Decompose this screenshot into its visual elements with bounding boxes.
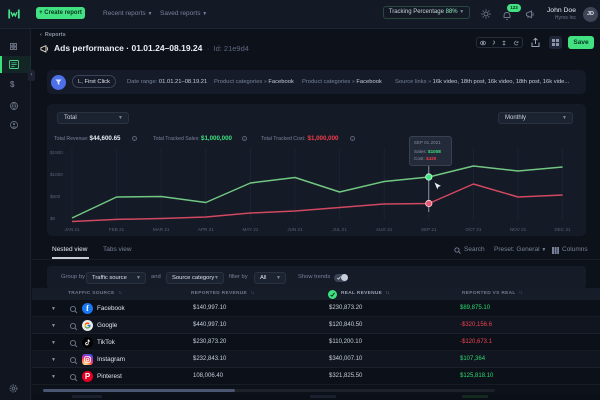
svg-text:MAY 21: MAY 21 — [242, 227, 258, 232]
svg-text:OCT 21: OCT 21 — [465, 227, 481, 232]
svg-text:JUL 21: JUL 21 — [332, 227, 347, 232]
svg-text:DEC 21: DEC 21 — [555, 227, 572, 232]
svg-text:JUN 21: JUN 21 — [287, 227, 303, 232]
svg-text:SEP 21: SEP 21 — [421, 227, 437, 232]
svg-text:AUG 21: AUG 21 — [376, 227, 393, 232]
svg-text:$0: $0 — [50, 216, 56, 221]
svg-text:$1000: $1000 — [50, 172, 63, 177]
svg-text:FEB 21: FEB 21 — [109, 227, 125, 232]
svg-text:$1500: $1500 — [50, 150, 63, 155]
svg-text:$500: $500 — [50, 194, 61, 199]
svg-text:NOV 21: NOV 21 — [510, 227, 527, 232]
svg-text:APR 21: APR 21 — [198, 227, 214, 232]
svg-text:JAN 21: JAN 21 — [64, 227, 80, 232]
svg-text:MAR 21: MAR 21 — [153, 227, 170, 232]
